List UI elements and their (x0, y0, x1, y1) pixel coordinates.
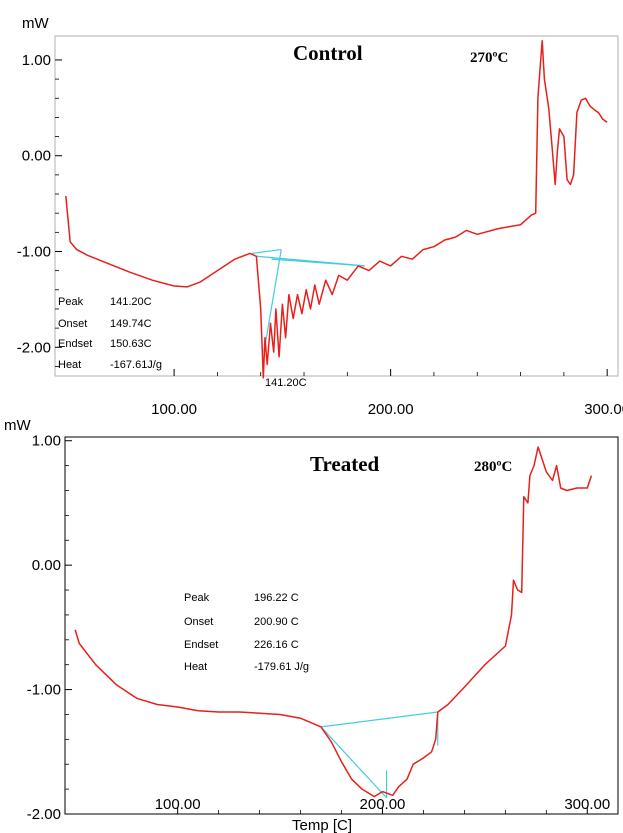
control-baseline-segment (252, 250, 281, 254)
treated-peak-value: 196.22 C (254, 592, 299, 604)
control-analysis-box: Peak 141.20C Onset 149.74C Endset 150.63… (58, 296, 162, 371)
treated-y-tick-label: 1.00 (32, 433, 61, 450)
control-peak-marker: 141.20C (265, 377, 307, 389)
treated-y-tick-label: -2.00 (27, 806, 61, 823)
control-y-tick-label: -1.00 (17, 243, 51, 260)
control-y-tick-label: -2.00 (17, 339, 51, 356)
treated-x-tick-label: 300.00 (564, 796, 610, 813)
control-onset-value: 149.74C (110, 318, 152, 330)
treated-x-tick-label: 100.00 (155, 796, 201, 813)
treated-title: Treated (310, 452, 380, 476)
control-x-tick-label: 200.00 (368, 401, 414, 418)
treated-series (75, 447, 591, 797)
control-x-tick-label: 300.00 (584, 401, 623, 418)
control-heat-value: -167.61J/g (110, 359, 162, 371)
control-y-tick-label: 0.00 (22, 148, 51, 165)
control-onset-label: Onset (58, 318, 87, 330)
treated-analysis-box: Peak 196.22 C Onset 200.90 C Endset 226.… (184, 592, 309, 673)
control-ticks: 1.00 0.00 -1.00 -2.00 100.00 200.00 300.00 (17, 52, 623, 418)
treated-endset-value: 226.16 C (254, 639, 299, 651)
control-endset-label: Endset (58, 338, 92, 350)
treated-onset-value: 200.90 C (254, 616, 299, 628)
treated-heat-value: -179.61 J/g (254, 661, 309, 673)
treated-y-unit: mW (4, 417, 31, 434)
treated-endset-label: Endset (184, 639, 218, 651)
treated-heat-flow-line (75, 447, 591, 797)
treated-y-tick-label: -1.00 (27, 682, 61, 699)
treated-peak-label: Peak (184, 592, 210, 604)
treated-plot-frame (65, 437, 618, 814)
treated-baseline-segment (321, 727, 387, 798)
treated-x-axis-label: Temp [C] (292, 817, 352, 833)
treated-panel: mW Treated 280ºC 1.00 0.00 -1.00 -2.00 100.0… (4, 417, 618, 833)
control-peak-temp: 270ºC (470, 50, 508, 66)
control-peak-label: Peak (58, 296, 84, 308)
control-y-unit: mW (22, 15, 49, 32)
control-peak-value: 141.20C (110, 296, 152, 308)
control-y-tick-label: 1.00 (22, 52, 51, 69)
treated-onset-label: Onset (184, 616, 213, 628)
control-title: Control (293, 41, 363, 65)
control-x-tick-label: 100.00 (151, 401, 197, 418)
treated-peak-temp: 280ºC (474, 459, 512, 475)
treated-heat-label: Heat (184, 661, 207, 673)
treated-y-tick-label: 0.00 (32, 557, 61, 574)
control-heat-label: Heat (58, 359, 81, 371)
control-panel: mW Control 270ºC 1.00 0.00 -1.00 -2.00 100.0… (17, 15, 623, 418)
control-baseline-segment (272, 259, 365, 266)
treated-x-tick-label: 200.00 (360, 796, 406, 813)
treated-baseline-segment (321, 712, 438, 727)
treated-ticks: 1.00 0.00 -1.00 -2.00 100.00 200.00 300.00 (27, 433, 610, 823)
control-endset-value: 150.63C (110, 338, 152, 350)
